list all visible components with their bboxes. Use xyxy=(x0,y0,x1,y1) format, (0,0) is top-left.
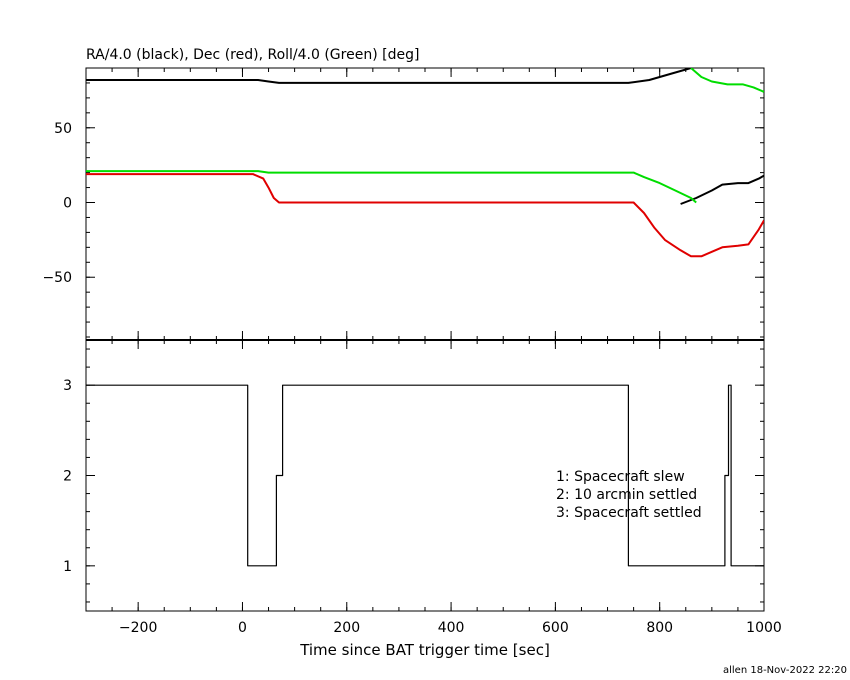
series-line-roll-4-0 xyxy=(690,68,764,93)
top-panel: −50 0 50 xyxy=(42,67,765,341)
footer-stamp: allen 18-Nov-2022 22:20 xyxy=(723,665,847,676)
y-tick-label: 0 xyxy=(63,196,72,212)
top-panel-ticks: −50 0 50 xyxy=(42,67,765,340)
series-line-ra-4-0 xyxy=(680,174,764,205)
y-tick-label: 2 xyxy=(63,469,72,485)
bottom-panel: −200 0 200 400 600 800 1000 1 2 3 xyxy=(63,339,782,636)
series-line-dec xyxy=(86,173,764,258)
x-tick-label: 200 xyxy=(333,620,360,636)
x-tick-label: 400 xyxy=(438,620,465,636)
bottom-panel-ticks: −200 0 200 400 600 800 1000 1 2 3 xyxy=(63,340,782,636)
chart-title: RA/4.0 (black), Dec (red), Roll/4.0 (Gre… xyxy=(86,47,419,63)
x-tick-label: 800 xyxy=(646,620,673,636)
series-line-roll-4-0 xyxy=(86,170,697,204)
x-tick-label: −200 xyxy=(119,620,157,636)
series-line-ra-4-0 xyxy=(86,68,692,84)
legend: 1: Spacecraft slew 2: 10 arcmin settled … xyxy=(556,469,702,521)
y-tick-label: 50 xyxy=(54,121,72,137)
legend-item-spacecraft-settled: 3: Spacecraft settled xyxy=(556,505,702,521)
top-panel-series xyxy=(86,68,764,258)
y-tick-label: 3 xyxy=(63,378,72,394)
x-tick-label: 600 xyxy=(542,620,569,636)
series-line-settle-status xyxy=(86,384,764,567)
legend-item-slew: 1: Spacecraft slew xyxy=(556,469,685,485)
x-tick-label: 1000 xyxy=(746,620,782,636)
legend-item-10-arcmin-settled: 2: 10 arcmin settled xyxy=(556,487,697,503)
top-panel-frame xyxy=(85,67,765,341)
bottom-panel-series xyxy=(86,384,764,567)
y-tick-label: 1 xyxy=(63,559,72,575)
x-axis-label: Time since BAT trigger time [sec] xyxy=(299,641,550,659)
x-tick-label: 0 xyxy=(238,620,247,636)
y-tick-label: −50 xyxy=(42,270,72,286)
